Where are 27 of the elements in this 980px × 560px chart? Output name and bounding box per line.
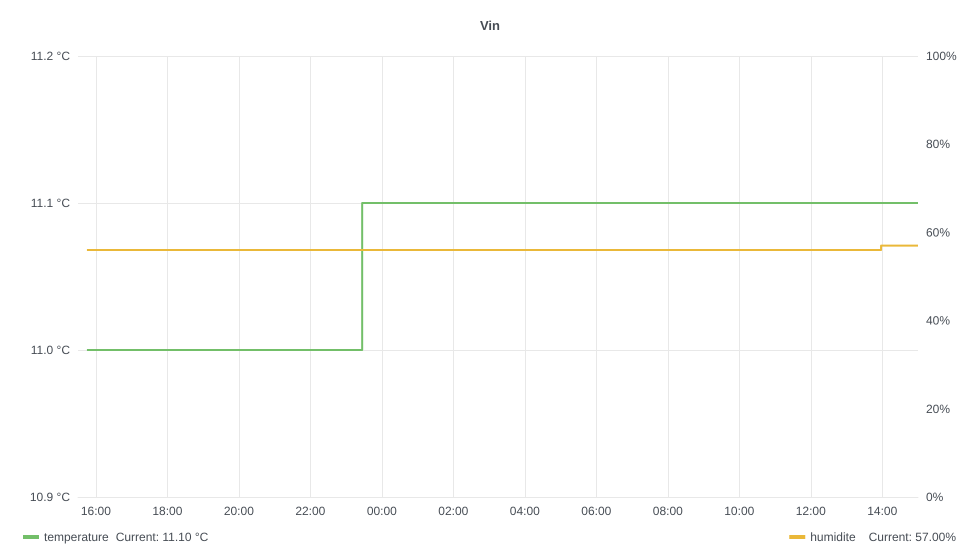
x-tick-label: 08:00 <box>652 504 684 518</box>
y2-tick-label: 80% <box>926 137 950 152</box>
chart-title: Vin <box>480 18 500 33</box>
y2-tick-label: 0% <box>926 490 944 504</box>
legend-label: temperature <box>44 530 110 544</box>
x-tick-label: 12:00 <box>796 504 826 518</box>
x-tick-label: 18:00 <box>152 504 183 518</box>
x-tick-label: 06:00 <box>581 504 612 518</box>
y-tick-label: 11.2 °C <box>30 49 70 63</box>
y2-tick-label: 100% <box>926 49 958 63</box>
x-tick-label: 22:00 <box>295 504 326 518</box>
y-tick-label: 11.0 °C <box>30 343 70 357</box>
x-tick-label: 10:00 <box>724 504 755 518</box>
y2-tick-label: 20% <box>926 402 950 416</box>
y-tick-label: 11.1 °C <box>30 196 70 210</box>
x-tick-label: 14:00 <box>867 504 898 518</box>
y-tick-label: 10.9 °C <box>30 490 70 504</box>
legend-label: humidite <box>810 530 856 544</box>
x-tick-label: 16:00 <box>80 504 112 518</box>
x-tick-label: 00:00 <box>366 504 398 518</box>
x-tick-label: 02:00 <box>438 504 469 518</box>
text: Current: 11.10 °C <box>116 530 209 544</box>
y2-tick-label: 60% <box>926 225 950 240</box>
text: Current: 57.00% <box>868 530 956 544</box>
x-tick-label: 20:00 <box>224 504 254 518</box>
x-tick-label: 04:00 <box>510 504 540 518</box>
y2-tick-label: 40% <box>926 314 950 328</box>
